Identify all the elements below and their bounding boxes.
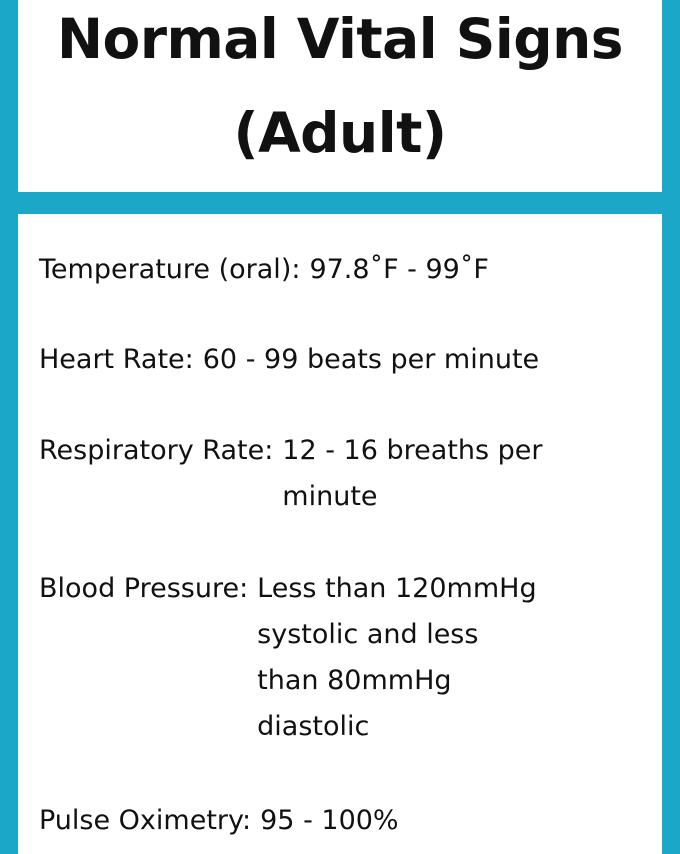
vital-value-line: diastolic — [257, 711, 370, 742]
title-panel: Normal Vital Signs (Adult) — [18, 0, 662, 192]
vital-value-line: 95 - 100% — [260, 805, 399, 836]
vital-value: 12 - 16 breaths per minute — [282, 428, 542, 520]
vital-blood-pressure: Blood Pressure: Less than 120mmHg systol… — [39, 566, 537, 750]
vital-value-line: 60 - 99 beats per minute — [202, 344, 540, 375]
vital-value-line: than 80mmHg — [257, 665, 452, 696]
vital-label: Heart Rate: — [39, 344, 194, 375]
vital-respiratory-rate: Respiratory Rate: 12 - 16 breaths per mi… — [39, 428, 543, 520]
vital-value-line: minute — [282, 481, 378, 512]
title-line-1: Normal Vital Signs — [57, 7, 623, 71]
vital-value-line: 97.8˚F - 99˚F — [309, 254, 489, 285]
vital-value: Less than 120mmHg systolic and less than… — [257, 566, 536, 750]
vital-value-line: systolic and less — [257, 619, 479, 650]
vital-value-line: Less than 120mmHg — [257, 573, 537, 604]
vitals-panel: Temperature (oral): 97.8˚F - 99˚F Heart … — [18, 214, 662, 854]
vital-label: Pulse Oximetry: — [39, 805, 252, 836]
vital-label: Blood Pressure: — [39, 573, 249, 604]
vital-value: 95 - 100% — [260, 798, 398, 844]
vital-label: Respiratory Rate: — [39, 435, 274, 466]
vital-temperature: Temperature (oral): 97.8˚F - 99˚F — [39, 247, 489, 293]
title-line-2: (Adult) — [233, 101, 447, 165]
vital-heart-rate: Heart Rate: 60 - 99 beats per minute — [39, 337, 539, 383]
vital-label: Temperature (oral): — [39, 254, 301, 285]
vital-value: 97.8˚F - 99˚F — [309, 247, 488, 293]
vital-pulse-oximetry: Pulse Oximetry: 95 - 100% — [39, 798, 399, 844]
vital-value-line: 12 - 16 breaths per — [282, 435, 543, 466]
vital-value: 60 - 99 beats per minute — [203, 337, 539, 383]
